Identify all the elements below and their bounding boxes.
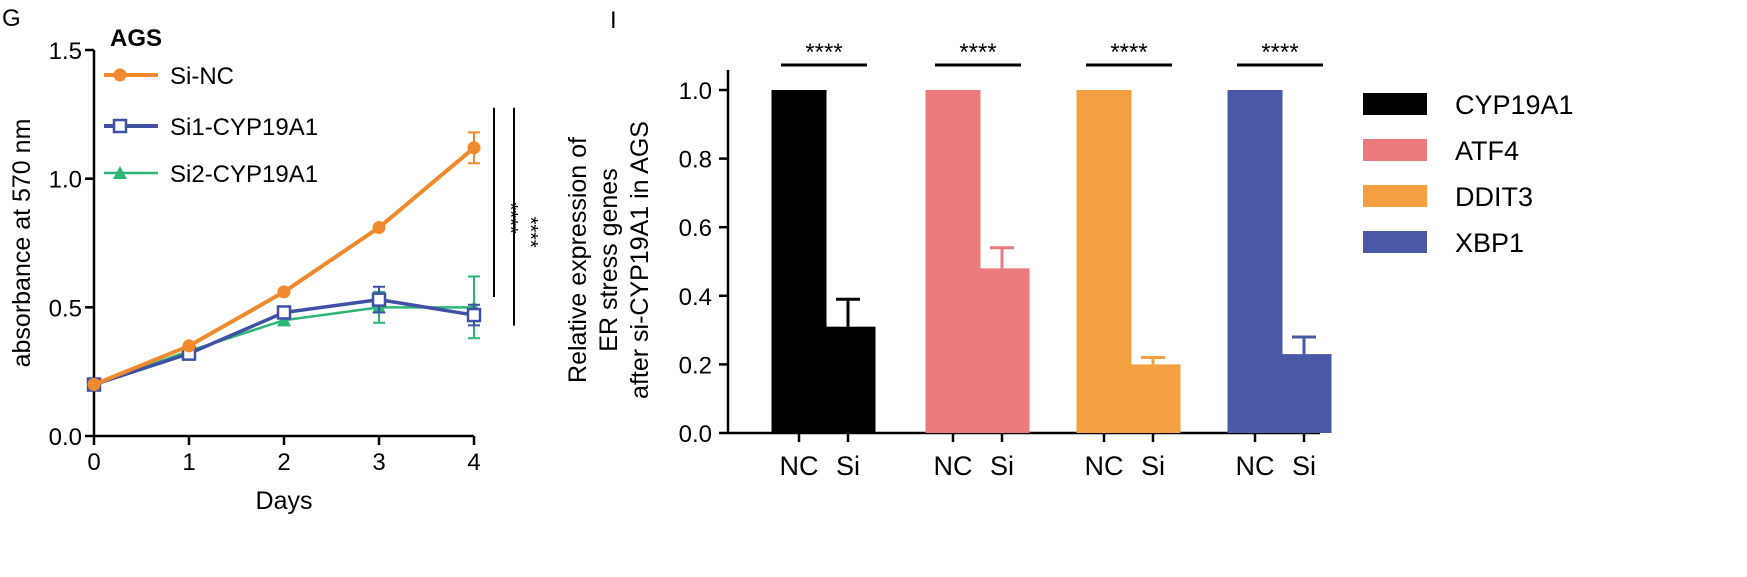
y-tick-label: 0.2 (679, 352, 712, 379)
panel-label-i: I (610, 7, 617, 34)
x-tick-label: 1 (182, 449, 195, 476)
legend-swatch (1363, 139, 1427, 161)
legend-swatch (1363, 231, 1427, 253)
y-tick-label: 1.5 (49, 38, 82, 65)
data-point (466, 307, 482, 323)
data-point (371, 292, 387, 307)
legend-label: DDIT3 (1455, 182, 1533, 212)
y-tick-label: 1.0 (49, 167, 82, 194)
data-point (277, 285, 291, 299)
legend-label: Si2-CYP19A1 (170, 161, 318, 188)
bar-chart-ylabel-line-2: ER stress genes (595, 168, 623, 351)
significance-label: **** (805, 39, 842, 66)
bar-chart-ylabel-line-1: Relative expression of (564, 137, 592, 383)
bar-ddit3-nc (1076, 90, 1132, 433)
line-chart-ylabel: absorbance at 570 nm (8, 119, 36, 368)
x-tick-label: Si (836, 451, 860, 481)
y-tick-label: 0.5 (49, 295, 82, 322)
data-point (372, 221, 386, 235)
x-tick-label: 3 (372, 449, 385, 476)
x-tick-label: 0 (87, 449, 100, 476)
bar-atf4-si (974, 268, 1030, 433)
line-chart-xlabel: Days (256, 487, 313, 515)
x-tick-label: NC (1085, 451, 1124, 481)
line-chart: 0.0 0.5 1.0 1.5 0 1 2 3 4 ******** Si-NC Si1-CYP19A… (49, 38, 541, 476)
line-chart-title: AGS (110, 25, 162, 52)
y-tick-label: 0.6 (679, 215, 712, 242)
legend-label: XBP1 (1455, 228, 1524, 258)
legend-swatch (1363, 93, 1427, 115)
y-tick-label: 0.0 (679, 421, 712, 448)
x-tick-label: NC (934, 451, 973, 481)
data-point (467, 141, 481, 155)
legend-swatch (1363, 185, 1427, 207)
x-tick-label: Si (990, 451, 1014, 481)
bar-xbp1-nc (1227, 90, 1283, 433)
significance-label: **** (519, 217, 541, 248)
legend-marker (113, 166, 127, 179)
bar-chart: 0.0 0.2 0.4 0.6 0.8 1.0 NC Si **** NC Si **** NC Si **… (679, 39, 1574, 481)
significance-label: **** (1261, 39, 1298, 66)
x-tick-label: Si (1292, 451, 1316, 481)
data-point (182, 339, 196, 353)
x-tick-label: 2 (277, 449, 290, 476)
significance-label: **** (1110, 39, 1147, 66)
significance-label: **** (959, 39, 996, 66)
y-tick-label: 0.0 (49, 424, 82, 451)
x-tick-label: 4 (467, 449, 480, 476)
legend-label: Si1-CYP19A1 (170, 114, 318, 141)
legend-label: CYP19A1 (1455, 90, 1574, 120)
bar-ddit3-si (1125, 364, 1181, 433)
x-tick-label: NC (780, 451, 819, 481)
data-point (87, 378, 101, 392)
x-tick-label: NC (1236, 451, 1275, 481)
significance-label: **** (499, 203, 521, 234)
legend-label: Si-NC (170, 63, 234, 90)
legend-marker (112, 118, 128, 134)
data-point (276, 305, 292, 320)
y-tick-label: 0.8 (679, 147, 712, 174)
y-tick-label: 0.4 (679, 284, 712, 311)
bar-cyp19a1-nc (771, 90, 827, 433)
panel-label-g: G (2, 5, 21, 32)
bar-cyp19a1-si (820, 326, 876, 433)
legend-marker (113, 68, 127, 82)
bar-xbp1-si (1276, 354, 1332, 433)
bar-chart-ylabel-line-3: after si-CYP19A1 in AGS (626, 121, 654, 399)
y-tick-label: 1.0 (679, 78, 712, 105)
bar-atf4-nc (925, 90, 981, 433)
legend-label: ATF4 (1455, 136, 1519, 166)
x-tick-label: Si (1141, 451, 1165, 481)
